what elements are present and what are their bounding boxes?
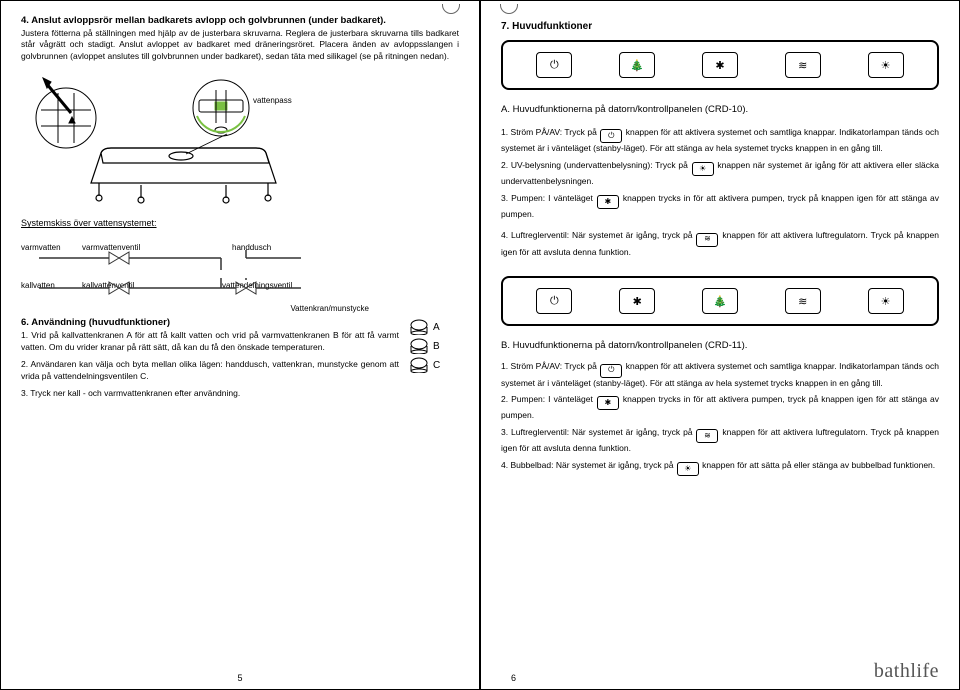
section-4-title: 4. Anslut avloppsrör mellan badkarets av…: [21, 15, 459, 26]
bathlife-logo: bathlife: [874, 660, 939, 683]
tub-diagram: vattenpass: [21, 68, 459, 208]
pump-icon-b: ✱: [597, 396, 619, 410]
page-right: 7. Huvudfunktioner ⏻ 🎄 ✱ ≋ ☀ A. Huvudfun…: [480, 0, 960, 690]
light-button-icon: 🎄: [619, 52, 655, 78]
section-6-title: 6. Användning (huvudfunktioner): [21, 317, 399, 328]
bubble-icon-b: ☀: [677, 462, 699, 476]
section-4-body: Justera fötterna på ställningen med hjäl…: [21, 28, 459, 62]
b4-pre: 4. Bubbelbad: När systemet är igång, try…: [501, 460, 676, 470]
systemskiss-title: Systemskiss över vattensystemet:: [21, 218, 459, 228]
bubble-button-icon-2: ☀: [868, 288, 904, 314]
air-icon: ≋: [696, 233, 718, 247]
air-button-icon-2: ≋: [785, 288, 821, 314]
vattenkran-label: Vattenkran/munstycke: [21, 304, 399, 313]
page-number-5: 5: [237, 673, 242, 683]
tree-button-icon-2: 🎄: [702, 288, 738, 314]
water-system-diagram: varmvatten varmvattenventil handdusch ka…: [21, 234, 459, 294]
pump-icon: ✱: [597, 195, 619, 209]
sun-button-icon: ☀: [868, 52, 904, 78]
a4-pre: 4. Luftreglerventil: När systemet är igå…: [501, 230, 695, 240]
b3-pre: 3. Luftreglerventil: När systemet är igå…: [501, 427, 695, 437]
light-icon: ☀: [692, 162, 714, 176]
tap-icons: A B C: [409, 304, 459, 405]
air-icon-b: ≋: [696, 429, 718, 443]
a2-pre: 2. UV-belysning (undervattenbelysning): …: [501, 160, 691, 170]
a3-pre: 3. Pumpen: I vänteläget: [501, 193, 596, 203]
section-a-body: 1. Ström PÅ/AV: Tryck på ⏻ knappen för a…: [501, 127, 939, 259]
section-b-title: B. Huvudfunktionerna på datorn/kontrollp…: [501, 340, 939, 353]
power-button-icon-2: ⏻: [536, 288, 572, 314]
b2-pre: 2. Pumpen: I vänteläget: [501, 394, 596, 404]
page-left: 4. Anslut avloppsrör mellan badkarets av…: [0, 0, 480, 690]
control-panel-crd10: ⏻ 🎄 ✱ ≋ ☀: [501, 40, 939, 90]
pump-button-icon-2: ✱: [619, 288, 655, 314]
section-b-body: 1. Ström PÅ/AV: Tryck på ⏻ knappen för a…: [501, 361, 939, 476]
section-a-title: A. Huvudfunktionerna på datorn/kontrollp…: [501, 104, 939, 117]
power-icon-b: ⏻: [600, 364, 622, 378]
b4-post: knappen för att sätta på eller stänga av…: [700, 460, 935, 470]
power-icon: ⏻: [600, 129, 622, 143]
letter-b: B: [433, 341, 440, 352]
control-panel-crd11: ⏻ ✱ 🎄 ≋ ☀: [501, 276, 939, 326]
section-6-p3: 3. Tryck ner kall - och varmvattenkranen…: [21, 388, 399, 399]
page-number-6: 6: [511, 673, 516, 683]
section-7-title: 7. Huvudfunktioner: [501, 21, 939, 32]
section-6-p2: 2. Användaren kan välja och byta mellan …: [21, 359, 399, 382]
air-button-icon: ≋: [785, 52, 821, 78]
power-button-icon: ⏻: [536, 52, 572, 78]
letter-c: C: [433, 360, 440, 371]
vattenpass-label: vattenpass: [253, 96, 292, 105]
section-6-p1: 1. Vrid på kallvattenkranen A för att få…: [21, 330, 399, 353]
letter-a: A: [433, 322, 440, 333]
b1-pre: 1. Ström PÅ/AV: Tryck på: [501, 361, 599, 371]
a1-pre: 1. Ström PÅ/AV: Tryck på: [501, 127, 599, 137]
pump-button-icon: ✱: [702, 52, 738, 78]
